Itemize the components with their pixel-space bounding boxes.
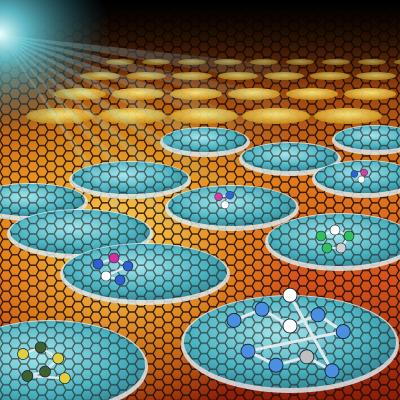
molecule-atom xyxy=(329,224,341,236)
molecule-atom xyxy=(220,200,230,210)
molecule-atom xyxy=(324,363,340,379)
molecule-atom xyxy=(360,168,368,177)
molecule-atom xyxy=(100,270,112,282)
molecule-atom xyxy=(122,260,134,272)
well-lattice xyxy=(0,321,145,400)
molecule xyxy=(350,168,368,184)
well-lattice xyxy=(10,210,150,254)
molecule-atom xyxy=(335,324,351,340)
molecule xyxy=(92,252,134,286)
well-lattice xyxy=(315,161,400,193)
molecule-atom xyxy=(254,301,270,317)
well-lattice xyxy=(63,244,227,300)
molecule-atom xyxy=(268,357,284,373)
far-disc xyxy=(314,108,382,124)
molecule xyxy=(226,287,351,379)
molecule-atom xyxy=(21,370,34,382)
molecule-bond xyxy=(288,294,334,372)
molecule-atom xyxy=(240,343,256,359)
molecule-atom xyxy=(92,258,104,270)
molecule-atom xyxy=(282,318,298,334)
far-disc xyxy=(242,108,310,124)
molecule-atom xyxy=(335,242,347,254)
molecule-atom xyxy=(226,312,242,328)
molecule-atom xyxy=(343,230,355,242)
molecule-atom xyxy=(310,307,326,323)
molecule-atom xyxy=(52,352,65,365)
molecule-atom xyxy=(17,348,29,360)
far-disc xyxy=(344,88,396,100)
molecule-atom xyxy=(350,170,359,178)
molecule-atom xyxy=(357,175,366,184)
well-lattice xyxy=(335,126,400,150)
molecule-atom xyxy=(282,287,298,303)
molecule xyxy=(17,341,71,385)
molecule-atom xyxy=(58,372,71,385)
molecule-atom xyxy=(34,341,47,354)
molecule-bond xyxy=(247,330,344,353)
molecule-atom xyxy=(114,274,126,286)
molecule-atom xyxy=(299,349,315,365)
far-disc xyxy=(286,88,338,100)
molecule xyxy=(315,224,355,254)
molecule-atom xyxy=(321,242,333,254)
light-source-glow xyxy=(0,0,220,200)
molecule-atom xyxy=(108,252,120,264)
molecule-atom xyxy=(315,230,327,242)
molecule-atom xyxy=(39,365,51,378)
well-lattice xyxy=(268,214,400,266)
